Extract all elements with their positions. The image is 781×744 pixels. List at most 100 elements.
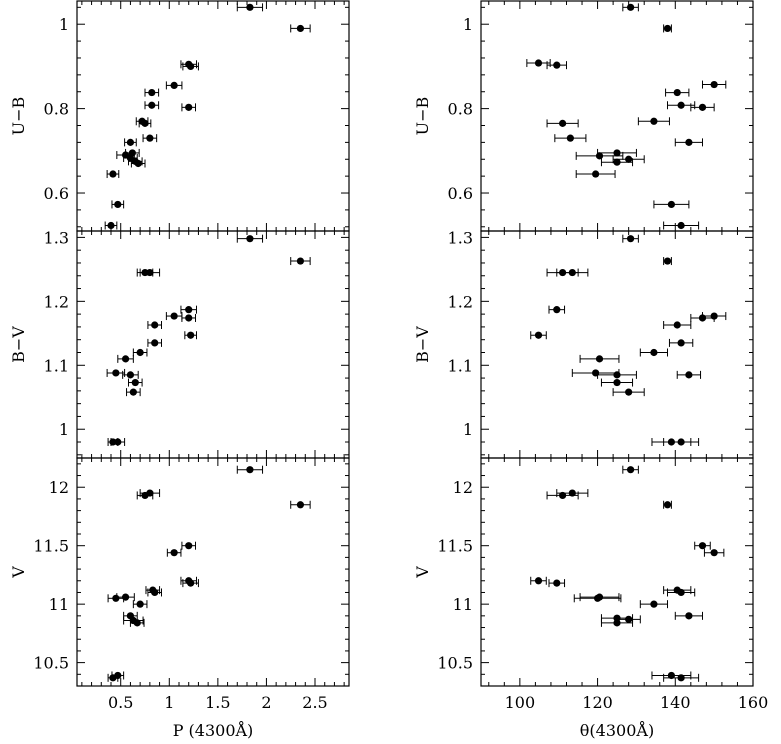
x-tick-label: 160 [738,693,769,712]
data-point [146,268,154,277]
x-tick-label: 0.5 [108,693,133,712]
y-tick-label: 10.5 [33,654,69,673]
data-point [613,378,621,387]
data-point [650,600,658,608]
data-point [650,117,658,125]
data-point [627,466,635,474]
data-point [112,369,120,377]
data-point [625,615,633,623]
data-point [246,3,254,11]
data-point [613,619,621,627]
data-point [650,348,658,357]
data-point [129,388,137,396]
panel-0: 0.6 0.8 1 U−B [9,0,350,232]
data-point [595,152,604,160]
x-axis-label: P (4300Å) [173,720,254,740]
x-tick-label: 1.5 [205,693,230,712]
data-point [109,674,117,682]
data-point [677,588,685,597]
y-axis-label: V [9,566,28,579]
y-tick-label: 12 [453,478,473,497]
data-point [136,348,144,357]
data-point [677,339,685,347]
x-tick-label: 140 [660,693,691,712]
data-point [625,388,633,396]
data-point [663,501,672,509]
data-point [613,158,621,166]
y-tick-label: 1.2 [448,292,473,311]
x-tick-label: 120 [582,693,613,712]
panel-1: 0.6 0.8 1 U−B [413,0,754,232]
y-tick-label: 12 [49,478,69,497]
data-point [112,594,120,602]
data-point [146,489,154,497]
data-point [534,577,543,585]
data-point [185,314,193,322]
data-point [710,80,718,89]
y-axis-label: U−B [413,97,432,136]
x-tick-label: 2 [261,693,271,712]
data-point [673,88,681,97]
data-point [170,312,178,320]
data-point [296,501,305,509]
x-tick-label: 2.5 [302,693,327,712]
y-tick-label: 11.5 [437,537,473,556]
data-point [141,119,149,127]
data-point [170,549,178,557]
y-axis-label: B−V [9,326,28,363]
data-point [685,612,693,620]
data-point [296,257,305,265]
y-tick-label: 0.6 [44,184,69,203]
data-point [698,314,707,322]
data-point [592,369,600,377]
data-point [613,371,621,379]
data-point [677,438,685,446]
y-tick-label: 11 [49,595,69,614]
panel-frame [480,457,754,687]
y-tick-label: 10.5 [437,654,473,673]
data-point [698,542,707,550]
data-point [663,257,672,265]
data-point [566,134,574,142]
data-point [667,200,676,209]
data-point [296,24,305,33]
data-point [246,235,254,243]
data-point [534,331,543,339]
data-point [126,138,135,146]
data-point [559,119,567,127]
data-point [595,355,604,363]
data-point [592,170,600,178]
data-point [625,155,633,163]
data-point [663,24,672,33]
data-point [698,103,707,111]
panel-3: 1 1.1 1.2 1.3 B−V [413,228,754,459]
data-point [133,619,141,627]
data-point [185,542,193,550]
data-point [613,149,621,157]
data-point [126,371,135,379]
data-point [595,593,604,601]
data-point [148,88,156,97]
y-tick-label: 1.1 [448,356,473,375]
panel-2: 1 1.1 1.2 1.3 B−V [9,228,350,459]
y-tick-label: 1 [59,15,69,34]
data-point [107,221,115,230]
data-point [187,579,195,587]
y-tick-label: 0.8 [448,100,473,119]
y-axis-label: U−B [9,97,28,136]
panel-frame [76,0,350,232]
data-point [185,306,193,314]
data-point [170,81,178,90]
data-point [685,371,693,379]
panel-frame [76,457,350,687]
y-tick-label: 1 [59,420,69,439]
panel-frame [76,230,350,459]
y-axis-label: B−V [413,326,432,363]
data-point [148,101,156,109]
data-point [187,62,195,71]
data-point [121,355,130,363]
data-point [187,331,195,339]
x-tick-label: 1 [164,693,174,712]
y-tick-label: 1.2 [44,292,69,311]
data-point [667,671,676,680]
